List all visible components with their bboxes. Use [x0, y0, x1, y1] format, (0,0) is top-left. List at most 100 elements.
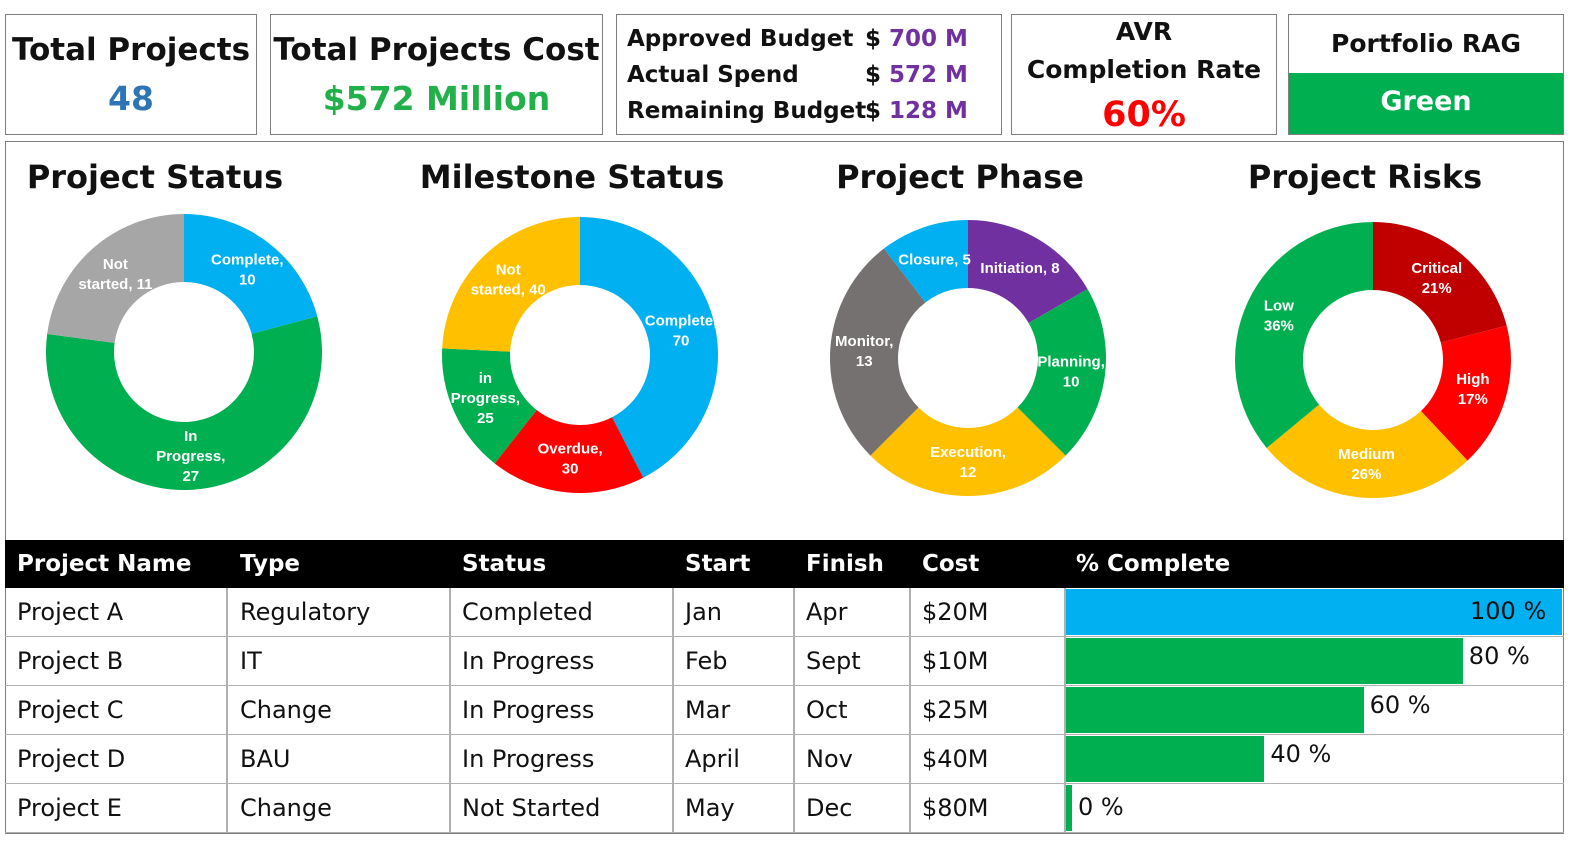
completion-value: 60% — [1102, 95, 1186, 135]
donut-label-planning: Planning, 10 — [1037, 354, 1105, 391]
percent-complete-label: 80 % — [1468, 642, 1530, 670]
percent-complete-bar — [1066, 736, 1265, 782]
donut-label-complete: Complete, 70 — [645, 312, 718, 349]
kpi-completion-rate: AVR Completion Rate 60% — [1011, 14, 1277, 135]
donut-slice-high — [1420, 325, 1511, 461]
kpi-total-cost: Total Projects Cost $572 Million — [270, 14, 603, 135]
actual-spend-currency: $ — [865, 62, 882, 88]
donut-slice-in-progress — [442, 348, 537, 464]
table-row: Project D BAU In Progress April Nov $40M 40 % — [5, 735, 1564, 784]
cell-type: Change — [240, 696, 332, 724]
remaining-budget-currency: $ — [865, 98, 882, 124]
donut-slice-closure — [883, 220, 968, 303]
cell-cost: $40M — [922, 745, 989, 773]
percent-complete-bar — [1066, 589, 1562, 635]
table-row: Project C Change In Progress Mar Oct $25M 60 % — [5, 686, 1564, 735]
donut-charts: Complete, 10 In Progress, 27 Not started, 11 Co… — [46, 214, 1511, 498]
donut-label-low: Low 36% — [1264, 298, 1294, 335]
col-header-start: Start — [685, 551, 751, 577]
donut-label-execution: Execution, 12 — [930, 444, 1006, 481]
col-header-project-name: Project Name — [17, 551, 192, 577]
cell-project-name: Project A — [17, 598, 124, 626]
donut-slice-not-started — [47, 214, 185, 343]
donut-slice-initiation — [968, 220, 1088, 323]
donut-slice-overdue — [494, 410, 644, 494]
donut-label-high: High 17% — [1456, 371, 1489, 408]
cell-cost: $20M — [922, 598, 989, 626]
percent-complete-bar — [1066, 687, 1364, 733]
approved-budget-value: 700 M — [889, 26, 968, 52]
percent-complete-label: 100 % — [1470, 597, 1547, 625]
chart-title-project-phase: Project Phase — [836, 158, 1084, 196]
table-header: Project Name Type Status Start Finish Co… — [5, 540, 1564, 588]
donut-slice-in-progress — [46, 316, 323, 491]
cell-start: May — [685, 794, 735, 822]
chart-title-project-status: Project Status — [26, 158, 284, 196]
donut-label-in-progress: in Progress, 25 — [451, 370, 520, 427]
cell-project-name: Project D — [17, 745, 126, 773]
donut-label-not-started: Not started, 40 — [471, 262, 546, 299]
percent-complete-label: 40 % — [1270, 740, 1332, 768]
table-row: Project A Regulatory Completed Jan Apr $20M 10… — [5, 588, 1564, 637]
cell-finish: Apr — [806, 598, 848, 626]
cell-status: In Progress — [462, 647, 595, 675]
donut-slice-planning — [1017, 289, 1106, 456]
kpi-budget: Approved Budget $ 700 M Actual Spend $ 5… — [616, 14, 1002, 135]
percent-complete-label: 0 % — [1078, 793, 1124, 821]
chart-title-milestone-status: Milestone Status — [419, 158, 725, 196]
kpi-portfolio-rag: Portfolio RAG Green — [1288, 14, 1564, 135]
approved-budget-label: Approved Budget — [627, 26, 854, 52]
remaining-budget-label: Remaining Budget — [627, 98, 867, 124]
cell-cost: $25M — [922, 696, 989, 724]
donut-slice-critical — [1373, 222, 1507, 343]
cell-start: Jan — [685, 598, 722, 626]
donut-label-complete: Complete, 10 — [211, 251, 284, 288]
cell-status: In Progress — [462, 745, 595, 773]
donut-label-monitor: Monitor, 13 — [835, 333, 893, 370]
completion-title-line1: AVR — [1115, 17, 1173, 46]
donut-slice-not-started — [442, 217, 580, 352]
donut-slice-complete — [184, 214, 318, 334]
cell-finish: Nov — [806, 745, 853, 773]
cell-type: Change — [240, 794, 332, 822]
total-cost-value: $572 Million — [322, 79, 551, 118]
cell-status: Completed — [462, 598, 593, 626]
donut-slice-monitor — [830, 248, 926, 456]
table-row: Project E Change Not Started May Dec $80M 0 % — [5, 784, 1564, 833]
table-row: Project B IT In Progress Feb Sept $10M 80 % — [5, 637, 1564, 686]
percent-complete-bar — [1066, 638, 1463, 684]
cell-type: IT — [240, 647, 262, 675]
donut-label-in-progress: In Progress, 27 — [156, 428, 225, 485]
cell-finish: Dec — [806, 794, 853, 822]
percent-complete-label: 60 % — [1369, 691, 1431, 719]
donut-slice-low — [1235, 222, 1373, 448]
donut-label-closure: Closure, 5 — [898, 252, 971, 269]
col-header-finish: Finish — [806, 551, 884, 577]
cell-finish: Oct — [806, 696, 848, 724]
donut-slice-complete — [580, 217, 719, 478]
donut-label-critical: Critical 21% — [1411, 260, 1462, 297]
rag-title: Portfolio RAG — [1331, 29, 1521, 58]
completion-title-line2: Completion Rate — [1026, 55, 1262, 84]
cell-status: In Progress — [462, 696, 595, 724]
approved-budget-currency: $ — [865, 26, 882, 52]
cell-project-name: Project E — [17, 794, 122, 822]
cell-cost: $10M — [922, 647, 989, 675]
cell-project-name: Project B — [17, 647, 124, 675]
cell-start: Mar — [685, 696, 731, 724]
donut-label-not-started: Not started, 11 — [78, 256, 152, 293]
donut-slice-medium — [1266, 404, 1468, 498]
total-projects-value: 48 — [108, 79, 154, 118]
donut-slice-execution — [870, 407, 1066, 496]
col-header-type: Type — [240, 551, 301, 577]
col-header-status: Status — [462, 551, 547, 577]
cell-type: Regulatory — [240, 598, 371, 626]
cell-type: BAU — [240, 745, 291, 773]
cell-project-name: Project C — [17, 696, 124, 724]
col-header-cost: Cost — [922, 551, 980, 577]
rag-value: Green — [1289, 73, 1563, 134]
actual-spend-label: Actual Spend — [627, 62, 799, 88]
kpi-total-projects: Total Projects 48 — [5, 14, 257, 135]
actual-spend-value: 572 M — [889, 62, 968, 88]
donut-label-overdue: Overdue, 30 — [538, 441, 603, 478]
